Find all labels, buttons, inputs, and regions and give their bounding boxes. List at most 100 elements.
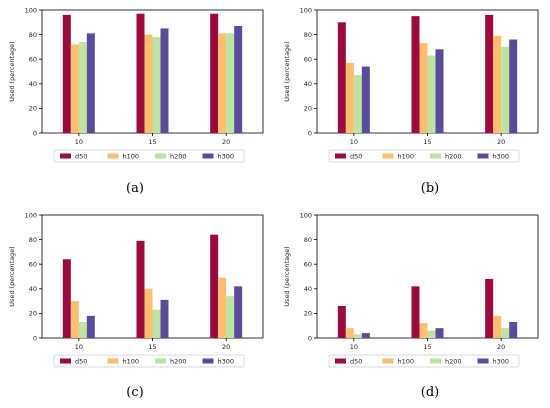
bar-h300-10	[361, 66, 370, 133]
legend-label-h100: h100	[398, 357, 415, 365]
legend-label-h200: h200	[445, 357, 462, 365]
y-tick-label: 0	[33, 334, 37, 342]
caption-c: (c)	[126, 385, 144, 400]
bar-d50-10	[62, 259, 71, 338]
bar-h300-10	[86, 33, 95, 134]
legend-label-d50: d50	[350, 357, 362, 365]
bar-h200-10	[78, 322, 87, 338]
y-axis-label: Used (percentage)	[8, 41, 16, 101]
bar-d50-10	[62, 14, 71, 134]
y-tick-label: 40	[29, 80, 37, 88]
bar-h300-10	[86, 315, 95, 338]
legend-swatch-d50	[335, 358, 346, 364]
bar-h200-15	[152, 309, 161, 338]
legend-label-h300: h300	[218, 152, 235, 160]
y-axis-label: Used (percentage)	[283, 41, 291, 101]
bar-d50-15	[136, 240, 145, 338]
bar-d50-10	[337, 306, 346, 338]
bar-h200-10	[353, 75, 362, 133]
x-tick-label: 20	[497, 343, 505, 351]
y-tick-label: 0	[308, 334, 312, 342]
x-tick-label: 15	[423, 343, 431, 351]
y-tick-label: 0	[33, 129, 37, 137]
x-tick-label: 15	[148, 343, 156, 351]
bar-h200-15	[152, 37, 161, 134]
bar-h300-15	[160, 299, 169, 338]
y-tick-label: 80	[29, 236, 37, 244]
legend-box	[53, 354, 245, 368]
y-tick-label: 0	[308, 129, 312, 137]
bar-h100-20	[218, 33, 227, 134]
y-tick-label: 60	[29, 56, 37, 64]
bar-h300-15	[435, 328, 444, 338]
x-tick-label: 15	[423, 138, 431, 146]
legend-label-h300: h300	[493, 357, 510, 365]
bar-h100-15	[419, 43, 428, 133]
y-tick-label: 100	[300, 6, 312, 14]
legend-swatch-h100	[382, 153, 394, 159]
y-tick-label: 100	[300, 211, 312, 219]
bar-h200-20	[226, 33, 235, 134]
y-tick-label: 80	[304, 31, 312, 39]
legend-label-h200: h200	[170, 357, 187, 365]
y-axis-label: Used (percentage)	[283, 246, 291, 306]
bar-h100-20	[493, 315, 502, 338]
bar-d50-15	[136, 13, 145, 133]
legend-box	[328, 354, 520, 368]
bar-d50-10	[337, 22, 346, 133]
legend-label-h100: h100	[398, 152, 415, 160]
bar-d50-20	[485, 14, 494, 134]
bar-h200-10	[353, 334, 362, 338]
bar-h300-20	[509, 39, 518, 133]
chart-panel-d: 0 20 40 60 80 100 Used (percentage) 10 15 20 d50 h1…	[283, 211, 539, 368]
legend-swatch-h200	[155, 153, 166, 159]
legend-label-h100: h100	[123, 357, 140, 365]
y-tick-label: 40	[304, 285, 312, 293]
bar-h100-10	[345, 62, 354, 133]
legend-swatch-h200	[155, 358, 166, 364]
y-tick-label: 60	[304, 56, 312, 64]
bar-h300-10	[361, 333, 370, 338]
legend-swatch-h300	[477, 153, 489, 159]
y-tick-label: 40	[304, 80, 312, 88]
legend-box	[53, 149, 245, 163]
bar-h100-10	[70, 44, 79, 133]
legend-label-h200: h200	[445, 152, 462, 160]
y-tick-label: 80	[29, 31, 37, 39]
legend-swatch-h300	[477, 358, 489, 364]
bar-h300-20	[234, 25, 243, 134]
bar-d50-20	[210, 13, 219, 133]
bar-h100-10	[70, 301, 79, 338]
bar-h100-20	[493, 35, 502, 133]
x-tick-label: 10	[350, 138, 358, 146]
y-tick-label: 20	[29, 105, 37, 113]
legend-label-d50: d50	[350, 152, 362, 160]
bar-h100-10	[345, 328, 354, 338]
bar-h200-20	[226, 296, 235, 338]
bar-h300-15	[435, 49, 444, 133]
bar-h200-20	[501, 328, 510, 338]
legend-label-h300: h300	[493, 152, 510, 160]
y-tick-label: 100	[25, 6, 37, 14]
legend-swatch-h100	[107, 358, 119, 364]
y-tick-label: 80	[304, 236, 312, 244]
bar-d50-15	[411, 286, 420, 338]
legend-swatch-h100	[382, 358, 394, 364]
legend-swatch-d50	[60, 153, 71, 159]
legend-label-h300: h300	[218, 357, 235, 365]
y-tick-label: 20	[304, 310, 312, 318]
x-tick-label: 10	[350, 343, 358, 351]
bar-h300-15	[160, 28, 169, 134]
y-tick-label: 60	[29, 261, 37, 269]
bar-h300-20	[234, 286, 243, 338]
bar-h200-15	[427, 55, 436, 134]
bar-h300-20	[509, 322, 518, 338]
legend-label-h100: h100	[123, 152, 140, 160]
bar-h100-15	[144, 288, 153, 338]
legend-box	[328, 149, 520, 163]
legend-swatch-h200	[430, 358, 441, 364]
y-axis-label: Used (percentage)	[8, 246, 16, 306]
legend-swatch-h300	[202, 153, 214, 159]
bar-h200-20	[501, 46, 510, 133]
chart-panel-c: 0 20 40 60 80 100 Used (percentage) 10 15 20 d50 h1…	[8, 211, 264, 368]
